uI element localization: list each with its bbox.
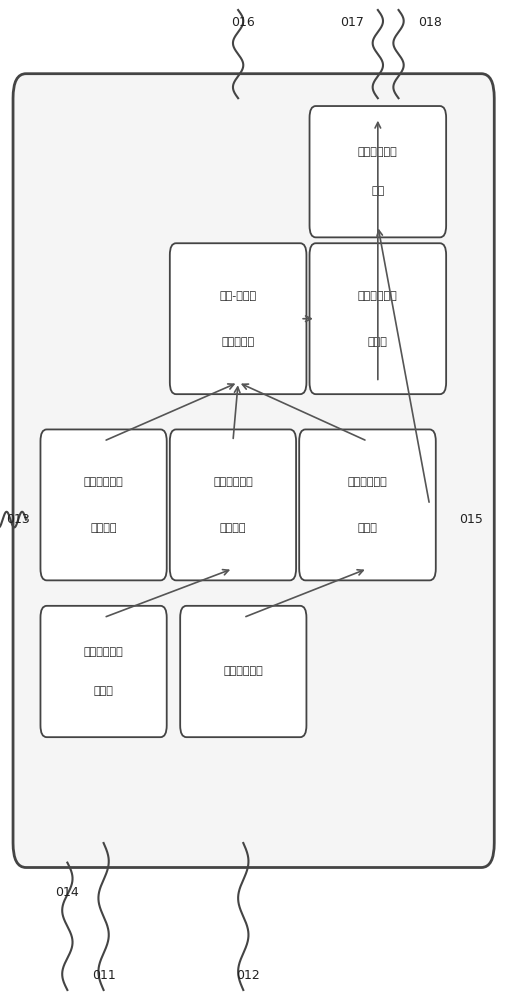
Text: 014: 014 xyxy=(55,886,79,898)
FancyBboxPatch shape xyxy=(41,429,167,580)
Text: 电量检测模块: 电量检测模块 xyxy=(223,667,263,677)
Text: 热能流动规律: 热能流动规律 xyxy=(84,647,124,657)
Text: 算模块: 算模块 xyxy=(357,523,378,533)
Text: 017: 017 xyxy=(340,16,364,29)
FancyBboxPatch shape xyxy=(41,606,167,737)
FancyBboxPatch shape xyxy=(309,243,446,394)
Text: 确定模块: 确定模块 xyxy=(220,523,246,533)
Text: 模块: 模块 xyxy=(371,186,384,196)
Text: 制模块: 制模块 xyxy=(368,337,388,347)
FancyBboxPatch shape xyxy=(299,429,436,580)
Text: 016: 016 xyxy=(231,16,255,29)
Text: 异常线损确定: 异常线损确定 xyxy=(358,147,398,157)
FancyBboxPatch shape xyxy=(180,606,306,737)
Text: 线损变化图绘: 线损变化图绘 xyxy=(358,291,398,301)
Text: 012: 012 xyxy=(237,969,260,982)
Text: 015: 015 xyxy=(459,513,483,526)
FancyBboxPatch shape xyxy=(13,74,494,867)
FancyBboxPatch shape xyxy=(170,243,306,394)
FancyBboxPatch shape xyxy=(309,106,446,237)
Text: 据一理论线损: 据一理论线损 xyxy=(84,477,124,487)
FancyBboxPatch shape xyxy=(170,429,296,580)
Text: 011: 011 xyxy=(92,969,116,982)
Text: 计算模块: 计算模块 xyxy=(90,523,117,533)
Text: 温度-线损模: 温度-线损模 xyxy=(220,291,257,301)
Text: 型建立模块: 型建立模块 xyxy=(222,337,254,347)
Text: 实际线损值计: 实际线损值计 xyxy=(347,477,388,487)
Text: 热能流动模型: 热能流动模型 xyxy=(213,477,253,487)
Text: 013: 013 xyxy=(6,513,30,526)
Text: 数据库: 数据库 xyxy=(93,686,114,696)
Text: 018: 018 xyxy=(418,16,441,29)
